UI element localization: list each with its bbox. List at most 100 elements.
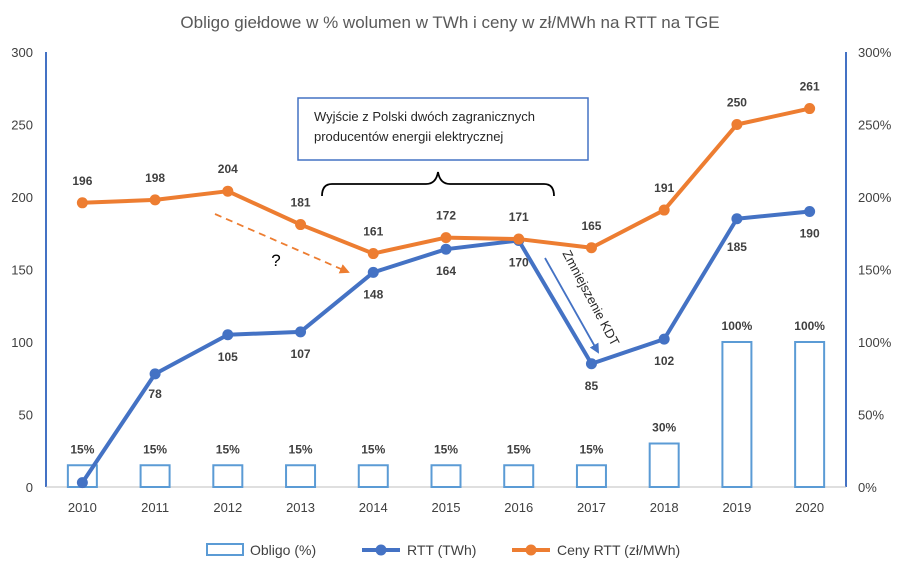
price-point (76, 197, 88, 209)
price-data-label: 204 (218, 162, 238, 176)
rtt-point (149, 368, 161, 380)
x-tick-label: 2012 (213, 500, 242, 515)
price-point (513, 233, 525, 245)
obligo-bar (503, 464, 535, 488)
rtt-point (76, 477, 88, 489)
legend-rtt-marker (375, 544, 387, 556)
y-left-tick-label: 200 (11, 190, 33, 205)
rtt-point (585, 358, 597, 370)
price-data-label: 171 (509, 210, 529, 224)
legend-obligo-swatch (206, 543, 244, 556)
rtt-data-label: 102 (654, 354, 674, 368)
price-point (295, 219, 307, 231)
rtt-point (367, 266, 379, 278)
y-right-tick-label: 200% (858, 190, 892, 205)
rtt-data-label: 107 (291, 347, 311, 361)
x-tick-label: 2015 (432, 500, 461, 515)
rtt-data-label: 78 (148, 387, 162, 401)
price-point (585, 242, 597, 254)
y-left-tick-label: 150 (11, 263, 33, 278)
legend-price-label: Ceny RTT (zł/MWh) (557, 542, 680, 558)
rtt-data-label: 170 (509, 256, 529, 270)
price-point (222, 185, 234, 197)
y-right-tick-label: 150% (858, 263, 892, 278)
rtt-point (804, 206, 816, 217)
price-data-label: 191 (654, 181, 674, 195)
x-tick-label: 2017 (577, 500, 606, 515)
price-data-label: 198 (145, 171, 165, 185)
kdt-arrow (544, 257, 599, 354)
price-data-label: 196 (72, 174, 92, 188)
rtt-data-label: 190 (800, 227, 820, 241)
x-tick-label: 2010 (68, 500, 97, 515)
obligo-bar (575, 464, 607, 488)
rtt-point (222, 329, 234, 341)
rtt-data-label: 185 (727, 240, 747, 254)
price-point (658, 204, 670, 216)
axes: 0 50 100 150 200 250 300 0% 50% 100% 150% 200% 250% 3… (11, 45, 891, 515)
price-data-label: 172 (436, 209, 456, 223)
price-data-label: 181 (291, 196, 311, 210)
x-tick-label: 2019 (722, 500, 751, 515)
price-point (804, 103, 816, 115)
x-tick-label: 2011 (141, 500, 169, 515)
obligo-data-label: 15% (143, 442, 167, 456)
obligo-data-label: 100% (794, 319, 825, 333)
dashed-arrow (214, 213, 350, 274)
price-data-label: 250 (727, 96, 747, 110)
y-left-tick-label: 250 (11, 118, 33, 133)
kdt-label: Zmniejszenie KDT (559, 247, 622, 348)
y-right-tick-label: 300% (858, 45, 892, 60)
price-data-label: 161 (363, 225, 383, 239)
price-data-label: 165 (581, 219, 601, 233)
annotation-brace (321, 171, 555, 197)
obligo-bar (648, 442, 680, 488)
price-point (731, 119, 743, 130)
obligo-data-label: 15% (70, 442, 94, 456)
y-right-tick-label: 250% (858, 118, 892, 133)
obligo-bar (721, 341, 753, 488)
rtt-data-label: 85 (585, 379, 599, 393)
price-point (367, 248, 379, 260)
annotation-box (297, 97, 589, 161)
obligo-bar (357, 464, 389, 488)
x-tick-label: 2014 (359, 500, 388, 515)
x-tick-label: 2016 (504, 500, 533, 515)
series-lines (76, 103, 816, 489)
rtt-point (295, 326, 307, 338)
price-data-label: 261 (800, 80, 820, 94)
price-point (440, 232, 452, 244)
legend-obligo-label: Obligo (%) (250, 542, 316, 558)
rtt-data-label: 164 (436, 264, 456, 278)
obligo-data-label: 15% (216, 442, 240, 456)
obligo-bar (794, 341, 826, 488)
y-left-tick-label: 100 (11, 335, 33, 350)
legend-price-marker (525, 544, 537, 556)
obligo-bar (285, 464, 317, 488)
data-labels: 15% 15% 15% 15% 15% 15% 15% 15% 30% 100% 100% 78 105… (70, 80, 825, 457)
obligo-data-label: 15% (361, 442, 385, 456)
legend: Obligo (%) RTT (TWh) Ceny RTT (zł/MWh) (206, 542, 680, 558)
question-mark: ? (271, 251, 280, 270)
obligo-bar (212, 464, 244, 488)
y-right-tick-label: 100% (858, 335, 892, 350)
rtt-point (731, 213, 743, 225)
x-tick-label: 2018 (650, 500, 679, 515)
chart-title: Obligo giełdowe w % wolumen w TWh i ceny… (180, 13, 719, 32)
y-left-tick-label: 50 (19, 408, 33, 423)
y-right-tick-label: 50% (858, 408, 884, 423)
rtt-data-label: 105 (218, 350, 238, 364)
obligo-bar (139, 464, 171, 488)
obligo-data-label: 15% (434, 442, 458, 456)
y-right-tick-label: 0% (858, 480, 877, 495)
obligo-data-label: 15% (579, 442, 603, 456)
rtt-point (658, 333, 670, 345)
y-left-tick-label: 300 (11, 45, 33, 60)
obligo-data-label: 15% (289, 442, 313, 456)
annotation-box-line2: producentów energii elektrycznej (314, 129, 503, 144)
obligo-bar (430, 464, 462, 488)
legend-rtt-label: RTT (TWh) (407, 542, 476, 558)
x-tick-label: 2013 (286, 500, 315, 515)
annotation-box-line1: Wyjście z Polski dwóch zagranicznych (314, 109, 535, 124)
